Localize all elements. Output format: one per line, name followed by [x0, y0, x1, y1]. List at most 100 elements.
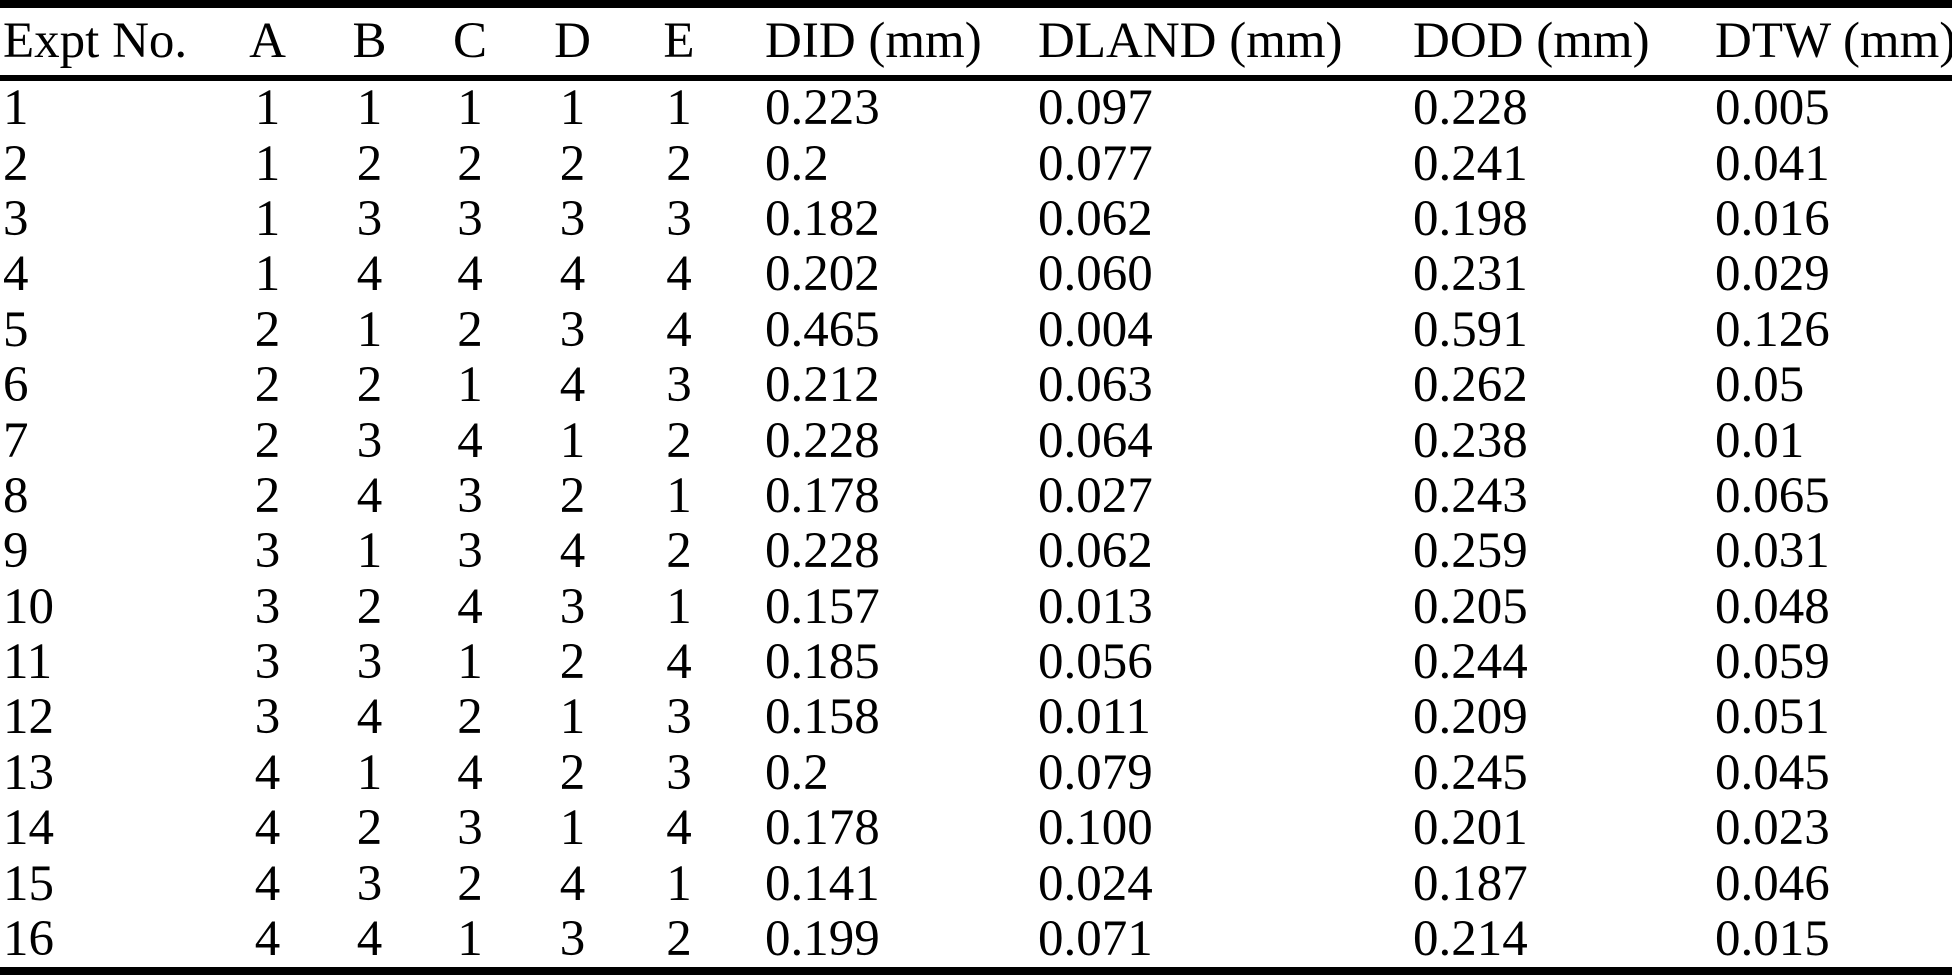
cell-factor-a: 1 [254, 190, 281, 247]
cell-dland-mm: 0.062 [1038, 190, 1153, 247]
cell-factor-e: 3 [666, 190, 692, 247]
cell-dod-mm: 0.243 [1413, 467, 1528, 524]
table-row: 13 4 1 4 2 3 0.2 0.079 0.245 0.045 [0, 746, 1952, 801]
cell-expt-no: 16 [3, 911, 54, 968]
cell-factor-e: 3 [666, 689, 692, 746]
cell-did-mm: 0.228 [765, 523, 880, 580]
header-divider-rule [0, 75, 1952, 81]
cell-dland-mm: 0.079 [1038, 744, 1153, 801]
cell-factor-d: 1 [559, 412, 586, 469]
cell-did-mm: 0.228 [765, 412, 880, 469]
cell-dtw-mm: 0.015 [1715, 911, 1830, 968]
cell-factor-b: 3 [356, 634, 383, 691]
cell-factor-e: 2 [666, 412, 692, 469]
cell-factor-a: 3 [254, 689, 281, 746]
cell-dtw-mm: 0.051 [1715, 689, 1830, 746]
cell-factor-a: 1 [254, 80, 281, 137]
cell-dland-mm: 0.077 [1038, 135, 1153, 192]
cell-factor-b: 2 [356, 800, 383, 857]
cell-dtw-mm: 0.029 [1715, 246, 1830, 303]
cell-dod-mm: 0.231 [1413, 246, 1528, 303]
cell-dtw-mm: 0.05 [1715, 357, 1805, 414]
cell-factor-e: 1 [666, 467, 692, 524]
cell-expt-no: 5 [3, 301, 29, 358]
column-header-factor-e: E [663, 13, 695, 69]
cell-dland-mm: 0.011 [1038, 689, 1151, 746]
cell-did-mm: 0.2 [765, 744, 829, 801]
cell-factor-d: 1 [559, 80, 586, 137]
table-body: 1 1 1 1 1 1 0.223 0.097 0.228 0.005 2 1 2 2 2 2 0.2 0.077… [0, 81, 1952, 967]
cell-dod-mm: 0.245 [1413, 744, 1528, 801]
cell-factor-d: 1 [559, 800, 586, 857]
cell-factor-d: 3 [559, 190, 586, 247]
table-row: 16 4 4 1 3 2 0.199 0.071 0.214 0.015 [0, 912, 1952, 967]
cell-dland-mm: 0.056 [1038, 634, 1153, 691]
cell-dtw-mm: 0.016 [1715, 190, 1830, 247]
table-row: 2 1 2 2 2 2 0.2 0.077 0.241 0.041 [0, 136, 1952, 191]
cell-factor-b: 1 [356, 523, 383, 580]
column-header-expt-no: Expt No. [3, 13, 188, 69]
cell-factor-b: 4 [356, 689, 383, 746]
cell-did-mm: 0.178 [765, 467, 880, 524]
table-bottom-rule [0, 967, 1952, 976]
cell-factor-c: 1 [457, 80, 483, 137]
cell-factor-d: 4 [559, 246, 586, 303]
cell-factor-a: 4 [254, 744, 281, 801]
column-header-did-mm: DID (mm) [765, 13, 982, 69]
cell-dod-mm: 0.209 [1413, 689, 1528, 746]
cell-dod-mm: 0.591 [1413, 301, 1528, 358]
cell-expt-no: 14 [3, 800, 54, 857]
cell-dod-mm: 0.228 [1413, 80, 1528, 137]
table-row: 14 4 2 3 1 4 0.178 0.100 0.201 0.023 [0, 801, 1952, 856]
cell-factor-c: 4 [457, 246, 483, 303]
cell-factor-a: 4 [254, 911, 281, 968]
cell-dod-mm: 0.187 [1413, 855, 1528, 912]
cell-dtw-mm: 0.048 [1715, 578, 1830, 635]
cell-factor-d: 3 [559, 301, 586, 358]
cell-factor-a: 2 [254, 301, 281, 358]
cell-did-mm: 0.199 [765, 911, 880, 968]
cell-expt-no: 13 [3, 744, 54, 801]
cell-dtw-mm: 0.065 [1715, 467, 1830, 524]
cell-expt-no: 8 [3, 467, 29, 524]
cell-factor-d: 4 [559, 523, 586, 580]
cell-dtw-mm: 0.031 [1715, 523, 1830, 580]
column-header-dland-mm: DLAND (mm) [1038, 13, 1343, 69]
cell-factor-b: 1 [356, 301, 383, 358]
cell-did-mm: 0.157 [765, 578, 880, 635]
cell-factor-b: 3 [356, 412, 383, 469]
cell-dtw-mm: 0.023 [1715, 800, 1830, 857]
cell-dland-mm: 0.027 [1038, 467, 1153, 524]
cell-did-mm: 0.223 [765, 80, 880, 137]
cell-dland-mm: 0.063 [1038, 357, 1153, 414]
cell-factor-e: 1 [666, 80, 692, 137]
cell-did-mm: 0.212 [765, 357, 880, 414]
cell-factor-c: 1 [457, 634, 483, 691]
cell-dod-mm: 0.238 [1413, 412, 1528, 469]
cell-did-mm: 0.182 [765, 190, 880, 247]
cell-expt-no: 15 [3, 855, 54, 912]
cell-factor-c: 2 [457, 135, 483, 192]
cell-expt-no: 2 [3, 135, 29, 192]
cell-dtw-mm: 0.01 [1715, 412, 1805, 469]
cell-did-mm: 0.2 [765, 135, 829, 192]
cell-did-mm: 0.158 [765, 689, 880, 746]
table-row: 6 2 2 1 4 3 0.212 0.063 0.262 0.05 [0, 358, 1952, 413]
cell-factor-d: 2 [559, 467, 586, 524]
cell-factor-e: 4 [666, 246, 692, 303]
cell-factor-e: 3 [666, 744, 692, 801]
cell-factor-d: 3 [559, 578, 586, 635]
cell-factor-c: 4 [457, 744, 483, 801]
cell-did-mm: 0.202 [765, 246, 880, 303]
table-row: 8 2 4 3 2 1 0.178 0.027 0.243 0.065 [0, 469, 1952, 524]
table-row: 12 3 4 2 1 3 0.158 0.011 0.209 0.051 [0, 690, 1952, 745]
table-row: 15 4 3 2 4 1 0.141 0.024 0.187 0.046 [0, 856, 1952, 911]
cell-did-mm: 0.141 [765, 855, 880, 912]
cell-factor-b: 3 [356, 190, 383, 247]
cell-expt-no: 7 [3, 412, 29, 469]
table-row: 4 1 4 4 4 4 0.202 0.060 0.231 0.029 [0, 247, 1952, 302]
cell-dland-mm: 0.064 [1038, 412, 1153, 469]
table-row: 1 1 1 1 1 1 0.223 0.097 0.228 0.005 [0, 81, 1952, 136]
cell-factor-e: 2 [666, 911, 692, 968]
cell-dland-mm: 0.062 [1038, 523, 1153, 580]
